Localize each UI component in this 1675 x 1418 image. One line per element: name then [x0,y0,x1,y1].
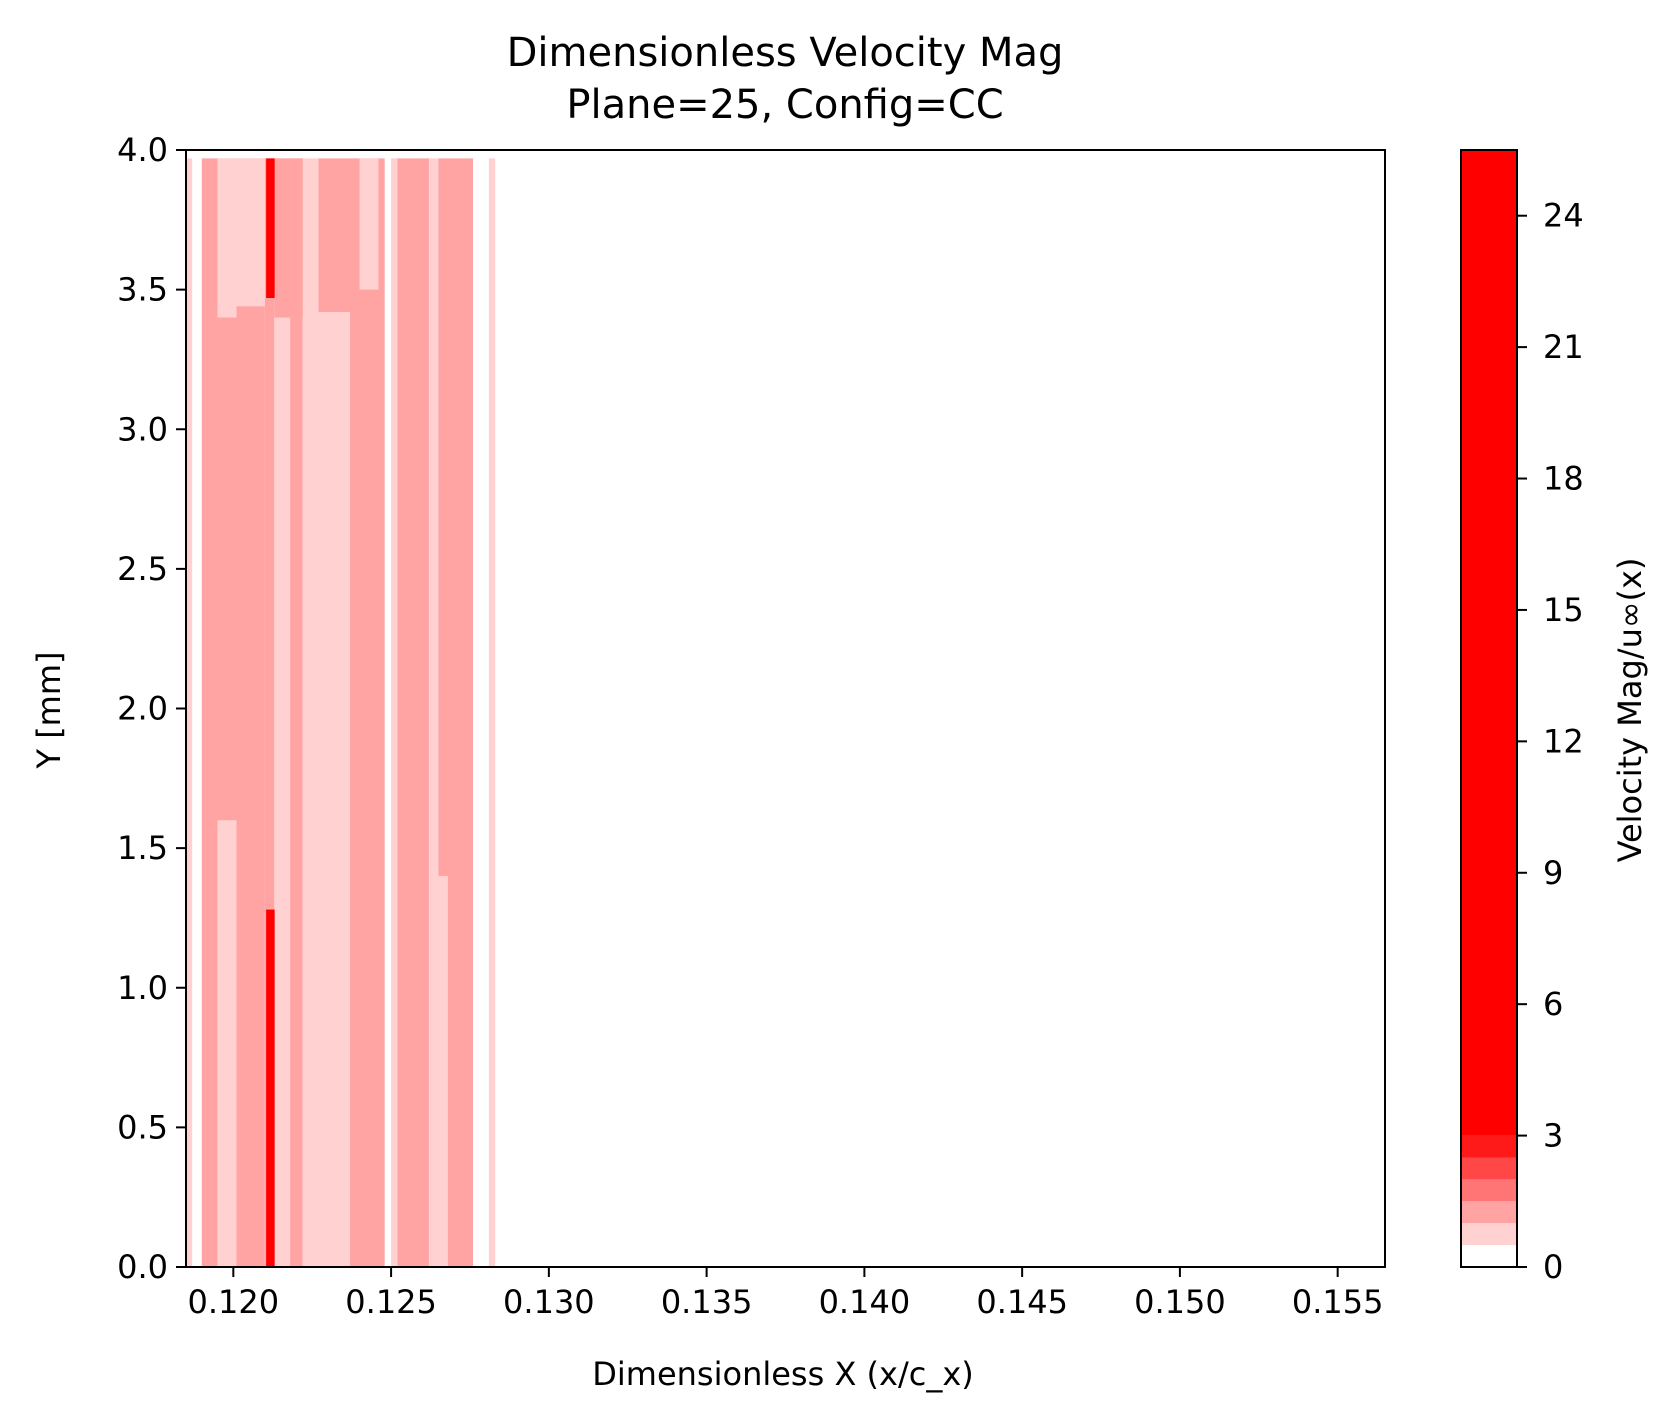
y-tick-label: 0.5 [117,1108,168,1146]
colorbar-segment [1461,1201,1517,1224]
contour-band [192,158,202,1267]
colorbar-tick-label: 0 [1543,1248,1563,1286]
y-tick-label: 3.5 [117,271,168,309]
x-tick-label: 0.140 [819,1283,911,1321]
contour-band [186,158,193,1267]
y-tick-label: 2.0 [117,690,168,728]
colorbar-tick-label: 18 [1543,460,1584,498]
contour-band [264,158,275,1267]
contour-band [473,158,489,1267]
contour-band [438,876,448,1267]
peak-streak [266,158,275,298]
contour-band [217,158,265,307]
contour-band [318,311,351,1268]
contour-band [384,158,392,1267]
chart-subtitle: Plane=25, Config=CC [566,82,1003,128]
contour-band [488,158,496,1267]
x-axis: 0.120 0.125 0.130 0.135 0.140 0.145 0.150 0.155 [188,1267,1384,1321]
colorbar-frame [1460,149,1518,1268]
y-tick-label: 1.0 [117,969,168,1007]
colorbar-tick-label: 24 [1543,197,1584,235]
colorbar-segment [1461,1157,1517,1180]
colorbar-segment [1461,1245,1517,1267]
y-tick-label: 3.0 [117,410,168,448]
y-axis-label: Y [mm] [30,651,68,769]
y-tick-label: 0.0 [117,1248,168,1286]
x-tick-label: 0.150 [1134,1283,1226,1321]
colorbar-tick-label: 15 [1543,591,1584,629]
y-tick-label: 1.5 [117,829,168,867]
contour-band [274,158,303,318]
contour-band [274,158,291,1267]
contour-band [302,158,319,1267]
colorbar-label: Velocity Mag/u∞(x) [1611,558,1649,863]
contour-band [217,317,237,821]
colorbar-segment [1461,1223,1517,1246]
x-tick-label: 0.145 [976,1283,1068,1321]
peak-streak [266,909,275,1267]
contour-band [201,158,218,1267]
x-tick-label: 0.130 [503,1283,595,1321]
contour-band [236,158,265,1267]
plot-area [185,149,1386,1268]
y-tick-label: 4.0 [117,131,168,169]
colorbar: 0 3 6 9 12 15 18 21 24 [1460,149,1584,1286]
colorbar-tick-label: 6 [1543,985,1563,1023]
chart-title: Dimensionless Velocity Mag [507,30,1064,76]
x-tick-label: 0.155 [1292,1283,1384,1321]
contour-band [428,158,439,1267]
colorbar-tick-label: 21 [1543,328,1584,366]
x-tick-label: 0.135 [661,1283,753,1321]
x-tick-label: 0.125 [345,1283,437,1321]
contour-band [397,158,429,1267]
colorbar-tick-label: 12 [1543,722,1584,760]
colorbar-tick-label: 3 [1543,1117,1563,1155]
colorbar-tick-label: 9 [1543,854,1563,892]
colorbar-segment [1461,150,1517,1136]
colorbar-segment [1461,1179,1517,1202]
contour-band [391,158,398,1267]
x-tick-label: 0.120 [188,1283,280,1321]
contour-band [359,158,379,290]
contour-band [290,158,303,1267]
y-axis: 0.0 0.5 1.0 1.5 2.0 2.5 3.0 3.5 4.0 [117,131,186,1286]
colorbar-segment [1461,1135,1517,1158]
x-axis-label: Dimensionless X (x/c_x) [592,1355,974,1393]
y-tick-label: 2.5 [117,550,168,588]
